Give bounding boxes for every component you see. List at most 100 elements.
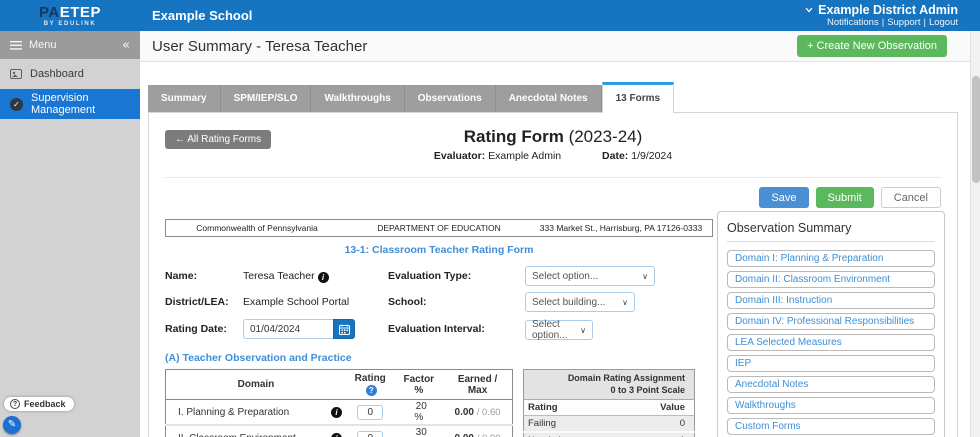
sidebar-item-supervision-management[interactable]: ✓ Supervision Management — [0, 89, 140, 119]
sidebar-item-dashboard[interactable]: Dashboard — [0, 59, 140, 89]
info-icon[interactable]: i — [317, 271, 329, 283]
sidebar: Menu « Dashboard ✓ Supervision Managemen… — [0, 31, 140, 437]
letterhead-department: DEPARTMENT OF EDUCATION — [377, 223, 501, 233]
calendar-button[interactable] — [333, 319, 355, 339]
tab-13-forms[interactable]: 13 Forms — [601, 82, 675, 113]
paetep-logo[interactable]: PAETEP BY EDULINK — [0, 5, 140, 27]
tab-bar: Summary SPM/IEP/SLO Walkthroughs Observa… — [148, 72, 958, 113]
factor-value: 30 — [415, 427, 427, 437]
info-icon[interactable]: i — [330, 406, 342, 418]
collapse-sidebar-icon[interactable]: « — [122, 37, 130, 53]
tab-summary[interactable]: Summary — [148, 85, 221, 112]
question-icon: ? — [10, 399, 20, 409]
logo-text: PAETEP — [39, 3, 101, 21]
summary-link-custom-forms[interactable]: Custom Forms — [727, 418, 935, 435]
scale-title: Domain Rating Assignment 0 to 3 Point Sca… — [523, 369, 695, 401]
max-value: / 0.90 — [477, 433, 501, 437]
form-fields: Name: Teresa Teacher i Evaluation Type: … — [165, 266, 713, 341]
section-a-tables: Domain Rating? Factor % Earned / Max I. … — [165, 369, 713, 437]
feedback-button[interactable]: ? Feedback — [4, 397, 74, 411]
letterhead: Commonwealth of Pennsylvania DEPARTMENT … — [165, 219, 713, 237]
help-icon[interactable]: ? — [365, 385, 377, 396]
scrollbar-thumb[interactable] — [972, 76, 980, 183]
domain-label: II. Classroom Environment — [178, 433, 296, 437]
col-domain: Domain — [165, 369, 346, 400]
form-actions: Save Submit Cancel — [165, 187, 941, 208]
create-new-observation-button[interactable]: + Create New Observation — [797, 35, 947, 57]
submit-button[interactable]: Submit — [815, 187, 874, 208]
user-name-label: Example District Admin — [818, 2, 958, 17]
scale-col-rating: Rating — [523, 399, 645, 417]
scale-row: Needs Improvement1 — [523, 432, 695, 437]
rating-input[interactable] — [357, 430, 384, 437]
info-icon[interactable]: i — [330, 432, 342, 437]
sidebar-item-label: Dashboard — [30, 68, 84, 80]
teacher-observation-table: Domain Rating? Factor % Earned / Max I. … — [165, 369, 513, 437]
menu-label: Menu — [29, 39, 57, 51]
chevron-down-icon: ∨ — [642, 271, 648, 281]
summary-link-anecdotal-notes[interactable]: Anecdotal Notes — [727, 376, 935, 393]
percent-sign: % — [414, 412, 424, 423]
tab-observations[interactable]: Observations — [404, 85, 496, 112]
name-label: Name: — [165, 270, 198, 282]
school-select[interactable]: Select building... ∨ — [525, 292, 635, 312]
summary-link-domain-1[interactable]: Domain I: Planning & Preparation — [727, 250, 935, 267]
rating-input[interactable] — [357, 404, 384, 420]
feedback-pencil-icon[interactable]: ✎ — [3, 416, 21, 434]
scale-rating-label: Failing — [523, 415, 645, 434]
col-factor: Factor % — [394, 369, 444, 400]
summary-link-domain-2[interactable]: Domain II: Classroom Environment — [727, 271, 935, 288]
school-name: Example School — [152, 8, 253, 23]
chevron-down-icon — [805, 7, 813, 13]
logout-link[interactable]: Logout — [928, 17, 958, 29]
link-separator: | — [881, 17, 885, 29]
all-rating-forms-button[interactable]: ← All Rating Forms — [165, 130, 272, 149]
summary-link-walkthroughs[interactable]: Walkthroughs — [727, 397, 935, 414]
page-toolbar: User Summary - Teresa Teacher + Create N… — [140, 31, 980, 62]
rating-date-group — [243, 319, 355, 339]
summary-link-iep[interactable]: IEP — [727, 355, 935, 372]
factor-value: 20 — [415, 401, 427, 412]
summary-link-lea-measures[interactable]: LEA Selected Measures — [727, 334, 935, 351]
evaluation-interval-select[interactable]: Select option... ∨ — [525, 319, 593, 341]
chevron-down-icon: ∨ — [622, 297, 628, 307]
check-icon: ✓ — [10, 97, 23, 111]
notifications-link[interactable]: Notifications — [826, 17, 879, 29]
rating-date-input[interactable] — [243, 319, 333, 339]
support-link[interactable]: Support — [887, 17, 921, 29]
evaluation-interval-label: Evaluation Interval: — [388, 323, 485, 335]
col-rating: Rating? — [345, 369, 395, 400]
scale-rating-label: Needs Improvement — [523, 432, 645, 437]
user-area: Example District Admin Notifications | Sup… — [805, 3, 980, 29]
tab-panel-forms: ← All Rating Forms Rating Form (2023-24)… — [148, 112, 958, 437]
earned-value: 0.00 — [455, 433, 474, 437]
rating-form-subtitle: Evaluator: Example Admin Date: 1/9/2024 — [165, 150, 941, 162]
chevron-down-icon: ∨ — [580, 325, 586, 335]
letterhead-address: 333 Market St., Harrisburg, PA 17126-033… — [539, 223, 703, 233]
divider — [165, 177, 941, 178]
vertical-scrollbar[interactable] — [970, 31, 980, 437]
rating-form-body: Commonwealth of Pennsylvania DEPARTMENT … — [165, 219, 713, 437]
summary-link-domain-3[interactable]: Domain III: Instruction — [727, 292, 935, 309]
tab-spm-iep-slo[interactable]: SPM/IEP/SLO — [220, 85, 312, 112]
save-button[interactable]: Save — [759, 187, 809, 208]
domain-label: I. Planning & Preparation — [178, 406, 290, 418]
cancel-button[interactable]: Cancel — [880, 187, 941, 208]
link-separator: | — [923, 17, 926, 29]
form-title-row: ← All Rating Forms Rating Form (2023-24)… — [165, 127, 941, 169]
sidebar-menu-header[interactable]: Menu « — [0, 31, 140, 59]
rating-form-title: Rating Form (2023-24) — [463, 127, 643, 146]
user-menu[interactable]: Example District Admin — [805, 3, 958, 18]
page-title: User Summary - Teresa Teacher — [152, 38, 368, 55]
date-value: 1/9/2024 — [631, 150, 673, 162]
top-header: PAETEP BY EDULINK Example School Example… — [0, 0, 980, 31]
summary-link-domain-4[interactable]: Domain IV: Professional Responsibilities — [727, 313, 935, 330]
domain-rating-scale-table: Domain Rating Assignment 0 to 3 Point Sca… — [523, 369, 695, 437]
calendar-icon — [338, 324, 350, 335]
tab-anecdotal-notes[interactable]: Anecdotal Notes — [495, 85, 602, 112]
section-a-title: (A) Teacher Observation and Practice — [165, 352, 352, 364]
logo-byline: BY EDULINK — [43, 20, 97, 27]
evaluation-type-select[interactable]: Select option... ∨ — [525, 266, 655, 286]
col-earned-max: Earned / Max — [443, 369, 513, 400]
tab-walkthroughs[interactable]: Walkthroughs — [311, 85, 405, 112]
